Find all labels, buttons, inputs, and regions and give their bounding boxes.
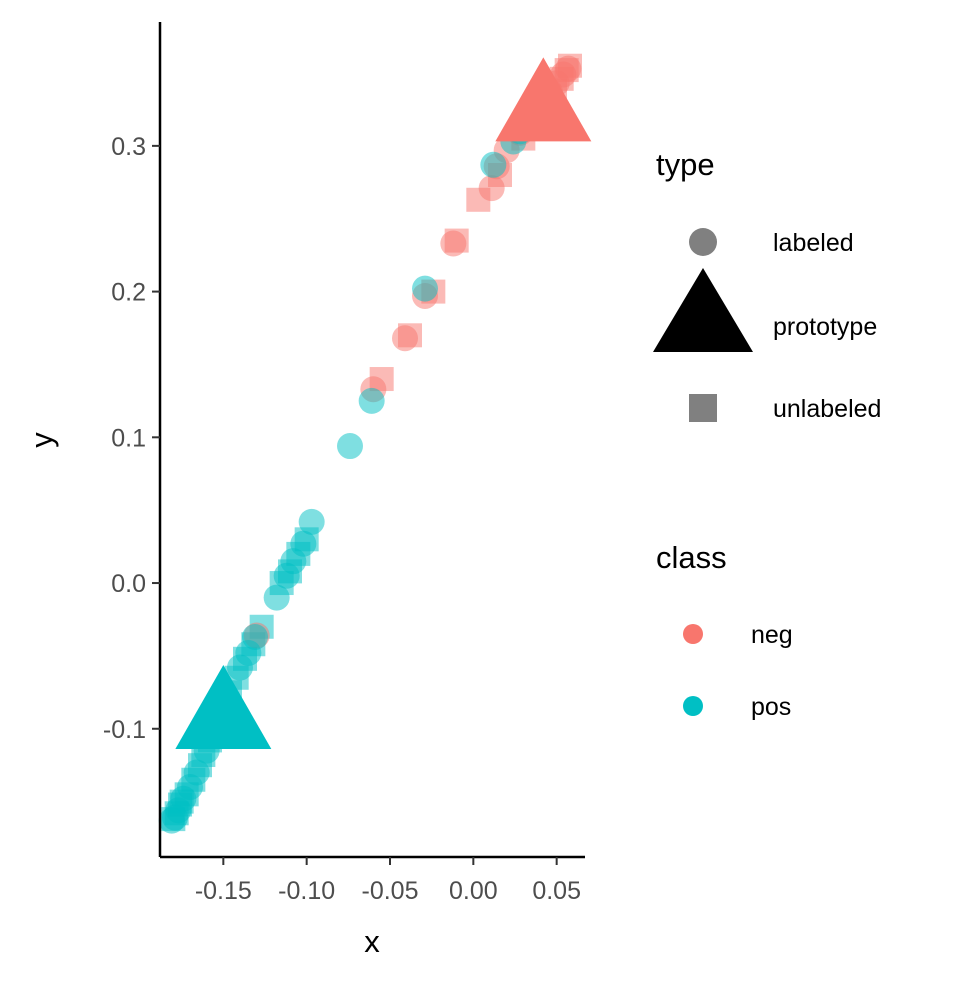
y-tick-label: 0.3 (111, 133, 146, 161)
x-tick-label: -0.10 (278, 877, 335, 905)
point-pos-labeled-4 (358, 387, 385, 414)
legend-key-pos (683, 696, 703, 716)
point-pos-labeled-21 (158, 807, 185, 834)
y-tick-label: 0.1 (111, 424, 146, 452)
y-tick-label: -0.1 (103, 716, 146, 744)
point-neg-labeled-4 (478, 175, 505, 202)
point-pos-labeled-0 (412, 275, 438, 302)
legend: type labeled prototype unlabeled class neg pos (653, 147, 881, 721)
point-neg-labeled-3 (440, 230, 467, 257)
y-tick-label: 0.0 (111, 570, 146, 598)
point-pos-labeled-13 (227, 654, 253, 681)
point-pos-labeled-6 (298, 508, 325, 535)
point-pos-labeled-10 (263, 584, 290, 611)
legend-label-neg: neg (751, 621, 793, 649)
point-neg-labeled-13 (555, 55, 582, 82)
legend-title-type: type (656, 147, 715, 182)
legend-label-pos: pos (751, 693, 791, 721)
point-pos-prototype-0 (175, 665, 272, 750)
point-neg-labeled-1 (392, 325, 418, 352)
y-axis-title: y (24, 432, 59, 448)
legend-title-class: class (656, 540, 727, 575)
point-pos-labeled-9 (273, 562, 300, 589)
legend-key-labeled (689, 228, 717, 256)
x-tick-label: -0.15 (195, 877, 252, 905)
legend-key-prototype (653, 268, 753, 352)
legend-key-neg (683, 624, 703, 644)
point-neg-prototype-0 (495, 57, 592, 142)
x-tick-label: -0.05 (362, 877, 419, 905)
point-pos-labeled-5 (337, 433, 363, 460)
legend-key-unlabeled (689, 394, 717, 422)
plot-marks (158, 53, 592, 834)
x-tick-label: 0.00 (449, 877, 498, 905)
point-pos-labeled-1 (480, 151, 507, 178)
x-axis-title: x (364, 924, 380, 959)
legend-label-unlabeled: unlabeled (773, 395, 881, 423)
legend-label-labeled: labeled (773, 229, 854, 257)
y-tick-label: 0.2 (111, 279, 146, 307)
legend-label-prototype: prototype (773, 313, 877, 341)
axes: -0.1 0.0 0.1 0.2 0.3 -0.15 -0.10 -0.05 0.00 0.05 (103, 22, 585, 905)
x-tick-label: 0.05 (532, 877, 581, 905)
